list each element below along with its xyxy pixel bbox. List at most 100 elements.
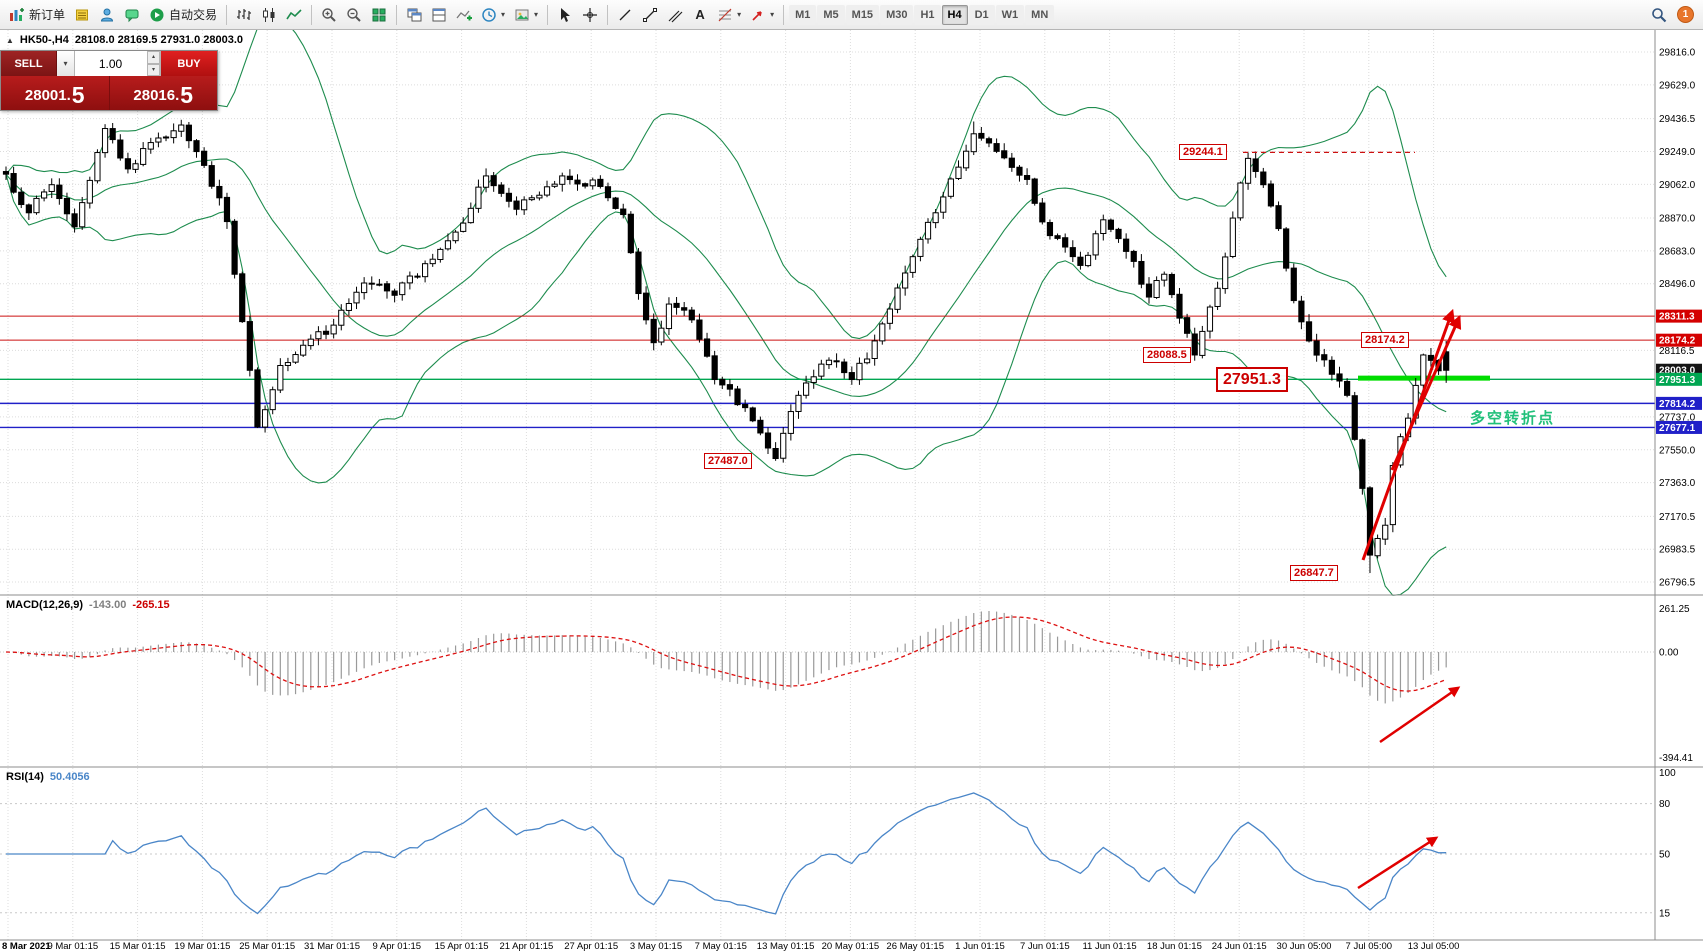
svg-text:28870.0: 28870.0 — [1659, 214, 1696, 225]
sell-price[interactable]: 28001. 5 — [1, 76, 110, 110]
svg-text:1 Jun 01:15: 1 Jun 01:15 — [955, 941, 1005, 951]
search-button[interactable] — [1647, 3, 1671, 27]
timeframe-w1[interactable]: W1 — [995, 4, 1025, 25]
line-chart-icon — [286, 8, 302, 19]
zoom-in-button[interactable] — [317, 3, 341, 27]
channel-icon — [668, 10, 683, 22]
price-axis[interactable]: 29816.0 29629.0 29436.5 29249.0 29062.0 28870… — [1656, 48, 1702, 920]
volume-box: ▴ ▾ — [75, 51, 161, 76]
timeframe-m15[interactable]: M15 — [845, 4, 880, 25]
svg-text:29816.0: 29816.0 — [1659, 48, 1696, 59]
panel-frame[interactable] — [0, 30, 1703, 941]
vertical-line-tool-button[interactable] — [613, 3, 637, 27]
volume-dropdown-button[interactable]: ▾ — [57, 51, 75, 76]
svg-text:28496.0: 28496.0 — [1659, 279, 1696, 290]
svg-text:28174.2: 28174.2 — [1659, 336, 1696, 347]
ohlc-values: 28108.0 28169.5 27931.0 28003.0 — [74, 34, 244, 46]
tile-windows-icon — [372, 8, 386, 21]
buy-button[interactable]: BUY — [161, 51, 217, 76]
svg-text:28003.0: 28003.0 — [1659, 366, 1696, 377]
line-chart-mode-button[interactable] — [282, 3, 306, 27]
segment-icon — [619, 9, 631, 20]
zoom-out-button[interactable] — [342, 3, 366, 27]
volume-input[interactable] — [75, 51, 160, 76]
cascade-windows-icon — [407, 8, 422, 21]
text-tool-button[interactable]: A — [688, 3, 712, 27]
trendline-icon — [643, 7, 658, 22]
add-indicator-button[interactable] — [452, 3, 476, 27]
svg-text:100: 100 — [1659, 768, 1676, 779]
svg-text:28683.0: 28683.0 — [1659, 246, 1696, 257]
svg-text:13 Jul 05:00: 13 Jul 05:00 — [1408, 941, 1460, 951]
timeframe-h4[interactable]: H4 — [941, 4, 968, 25]
svg-text:26 May 01:15: 26 May 01:15 — [886, 941, 944, 951]
svg-text:7 May 01:15: 7 May 01:15 — [695, 941, 747, 951]
periods-button[interactable]: ▾ — [477, 3, 509, 27]
svg-text:28116.5: 28116.5 — [1659, 346, 1695, 357]
macd-indicator-label: MACD(12,26,9) -143.00 -265.15 — [6, 599, 170, 611]
svg-text:7 Jun 01:15: 7 Jun 01:15 — [1020, 941, 1070, 951]
notification-badge[interactable]: 1 — [1677, 6, 1694, 23]
symbol-name: HK50-,H4 — [19, 34, 69, 46]
template-button[interactable]: ▾ — [510, 3, 542, 27]
zoom-out-icon — [347, 7, 361, 22]
cascade-windows-button[interactable] — [402, 3, 426, 27]
timeframe-mn[interactable]: MN — [1025, 4, 1055, 25]
timeframe-m5[interactable]: M5 — [817, 4, 845, 25]
macd-signal-value: -265.15 — [132, 599, 170, 611]
svg-text:9 Mar 01:15: 9 Mar 01:15 — [47, 941, 98, 951]
cursor-tool-button[interactable] — [553, 3, 577, 27]
accounts-button[interactable] — [95, 3, 119, 27]
timeframe-m30[interactable]: M30 — [880, 4, 914, 25]
svg-text:27170.5: 27170.5 — [1659, 512, 1696, 523]
timeframe-m1[interactable]: M1 — [789, 4, 817, 25]
svg-text:29436.5: 29436.5 — [1659, 114, 1696, 125]
depth-of-market-button[interactable] — [70, 3, 94, 27]
accounts-icon — [101, 8, 114, 21]
crosshair-tool-button[interactable] — [578, 3, 602, 27]
channel-tool-button[interactable] — [663, 3, 687, 27]
svg-text:27677.1: 27677.1 — [1659, 423, 1696, 434]
autotrade-button[interactable]: 自动交易 — [145, 3, 221, 27]
svg-text:3 May 01:15: 3 May 01:15 — [630, 941, 682, 951]
timeframe-h1[interactable]: H1 — [914, 4, 941, 25]
toolbar-separator — [226, 4, 228, 25]
buy-price[interactable]: 28016. 5 — [133, 82, 194, 108]
svg-text:27814.2: 27814.2 — [1659, 399, 1696, 410]
community-button[interactable] — [120, 3, 144, 27]
tile-horizontal-button[interactable] — [427, 3, 451, 27]
arrows-tool-button[interactable]: ▾ — [746, 3, 778, 27]
svg-text:24 Jun 01:15: 24 Jun 01:15 — [1212, 941, 1267, 951]
new-order-label: 新订单 — [29, 8, 66, 22]
symbol-ohlc-label: ▲ HK50-,H4 28108.0 28169.5 27931.0 28003… — [6, 34, 243, 46]
tile-windows-button[interactable] — [367, 3, 391, 27]
trend-arrows[interactable] — [1243, 151, 1462, 890]
volume-decrease-button[interactable]: ▾ — [147, 63, 160, 76]
depth-icon — [76, 9, 89, 20]
timeframe-d1[interactable]: D1 — [968, 4, 995, 25]
candlestick-mode-button[interactable] — [257, 3, 281, 27]
svg-text:80: 80 — [1659, 799, 1671, 810]
fibonacci-tool-button[interactable]: ▾ — [713, 3, 745, 27]
svg-text:15: 15 — [1659, 908, 1671, 919]
svg-text:8 Mar 2021: 8 Mar 2021 — [2, 941, 51, 951]
bar-chart-mode-button[interactable] — [232, 3, 256, 27]
fibonacci-icon — [718, 8, 732, 21]
main-toolbar: 新订单 自动交易 ▾ ▾ A ▾ ▾ M1 M5 M15 M30 H1 H4 — [0, 0, 1703, 30]
sell-button[interactable]: SELL — [1, 51, 57, 76]
macd-panel — [0, 611, 1655, 704]
clock-icon — [482, 7, 496, 22]
new-order-icon — [10, 7, 24, 21]
tile-horizontal-icon — [432, 8, 446, 21]
trendline-tool-button[interactable] — [638, 3, 662, 27]
volume-increase-button[interactable]: ▴ — [147, 51, 160, 64]
toolbar-separator — [783, 4, 785, 25]
svg-text:27550.0: 27550.0 — [1659, 445, 1696, 456]
new-order-button[interactable]: 新订单 — [5, 3, 69, 27]
rsi-value: 50.4056 — [49, 771, 90, 783]
svg-text:26796.5: 26796.5 — [1659, 578, 1696, 589]
crosshair-icon — [583, 7, 598, 22]
